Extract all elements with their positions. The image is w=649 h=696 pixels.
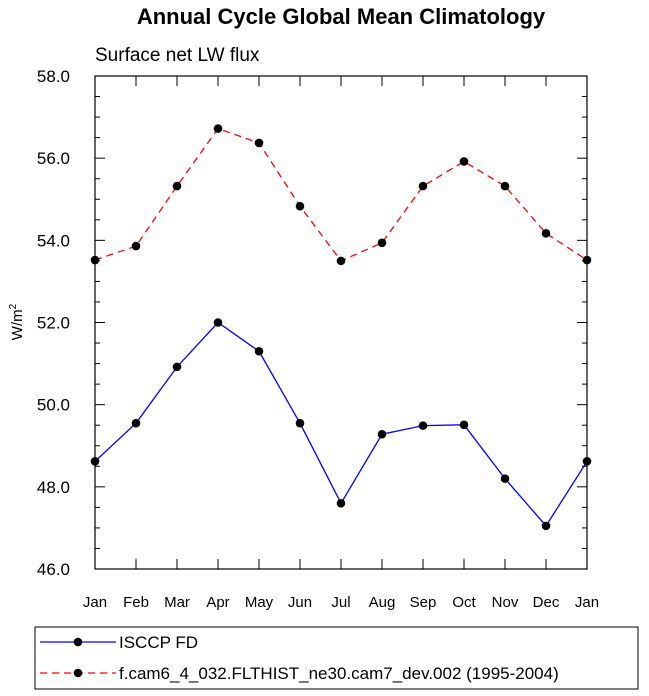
data-point-1 <box>541 229 551 238</box>
series-line-0 <box>94 321 588 527</box>
y-tick-label: 52.0 <box>37 314 70 333</box>
data-point-1 <box>254 138 264 148</box>
x-tick-label: Mar <box>164 594 190 611</box>
data-point-0 <box>336 498 346 508</box>
data-point-1 <box>500 181 510 191</box>
x-tick-label: Dec <box>533 594 560 611</box>
data-point-0 <box>541 521 551 531</box>
data-point-0 <box>295 418 305 428</box>
x-tick-label: Oct <box>452 594 476 611</box>
axis-ticks <box>94 75 588 570</box>
data-point-0 <box>377 429 387 439</box>
x-tick-label: Jan <box>83 594 107 611</box>
x-tick-label: Jul <box>331 594 350 611</box>
series-points <box>90 124 592 531</box>
data-point-1 <box>336 256 346 266</box>
x-tick-label: Jun <box>288 594 312 611</box>
y-tick-label: 54.0 <box>37 231 70 250</box>
data-point-0 <box>172 362 182 372</box>
legend-label-0: ISCCP FD <box>119 633 198 652</box>
y-tick-label: 50.0 <box>37 396 70 415</box>
data-point-1 <box>295 201 305 211</box>
x-tick-label: Feb <box>123 594 149 611</box>
y-tick-label: 48.0 <box>37 478 70 497</box>
legend-box <box>34 626 639 690</box>
y-axis-label: W/m2 <box>8 303 26 340</box>
data-point-1 <box>418 181 428 191</box>
data-point-1 <box>131 241 141 251</box>
x-tick-label: Nov <box>492 594 519 611</box>
y-axis-label-superscript: 2 <box>8 303 19 309</box>
x-tick-label: Jan <box>575 594 599 611</box>
chart-subtitle: Surface net LW flux <box>95 45 260 66</box>
x-tick-label: Aug <box>369 594 396 611</box>
series-lines <box>94 127 588 527</box>
chart-title: Annual Cycle Global Mean Climatology <box>137 4 546 29</box>
y-tick-label: 56.0 <box>37 149 70 168</box>
data-point-0 <box>254 346 264 356</box>
y-axis-label-text: W/m <box>9 309 26 340</box>
data-point-1 <box>213 124 223 133</box>
data-point-0 <box>131 418 141 428</box>
x-tick-label: Sep <box>410 594 437 611</box>
data-point-0 <box>418 421 428 430</box>
data-point-0 <box>213 318 223 327</box>
data-point-0 <box>500 474 510 483</box>
y-tick-label: 58.0 <box>37 67 70 86</box>
x-tick-label: Apr <box>206 594 229 611</box>
y-tick-labels: 46.0 48.0 50.0 52.0 54.0 56.0 58.0 <box>37 67 70 579</box>
y-tick-label: 46.0 <box>37 560 70 579</box>
series-line-1 <box>94 127 588 262</box>
data-point-1 <box>377 238 387 248</box>
legend-marker-1 <box>73 668 83 678</box>
legend: ISCCP FD f.cam6_4_032.FLTHIST_ne30.cam7_d… <box>40 633 559 683</box>
data-point-1 <box>459 157 469 166</box>
data-point-0 <box>459 420 469 430</box>
legend-label-1: f.cam6_4_032.FLTHIST_ne30.cam7_dev.002 (… <box>119 664 559 683</box>
data-point-1 <box>172 181 182 191</box>
plot-frame <box>94 75 588 570</box>
x-tick-labels: Jan Feb Mar Apr May Jun Jul Aug Sep Oct Nov Dec Jan <box>83 594 599 611</box>
x-tick-label: May <box>245 594 274 611</box>
legend-marker-0 <box>73 637 83 647</box>
